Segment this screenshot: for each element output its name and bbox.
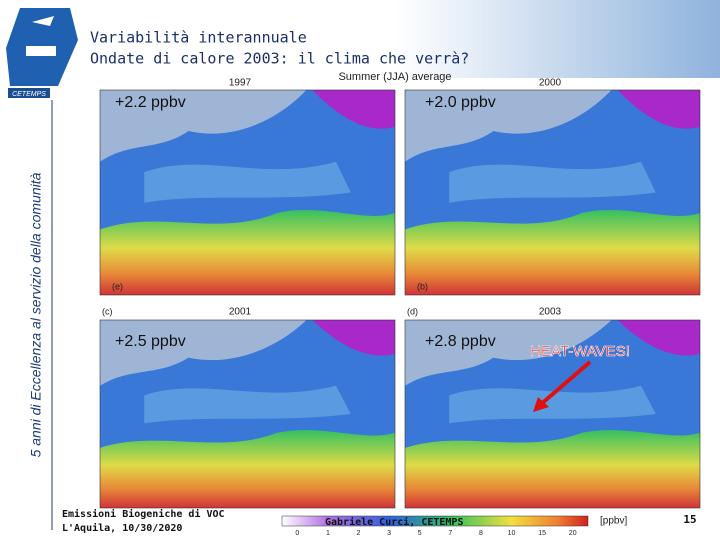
footer-event: Emissioni Biogeniche di VOC [62,508,225,520]
panel-year: 1997 [229,78,252,89]
colorbar-tick-label: 1 [326,530,330,537]
panel-delta: +2.2 ppbv [115,94,186,111]
map-panel: (d) 2003 +2.8 ppbv [404,306,701,509]
side-text: 5 anni di Eccellenza al servizio della c… [28,172,44,457]
panel-letter: (c) [102,306,113,316]
heat-waves-label: HEAT-WAVES! [530,343,630,360]
colorbar [281,515,589,527]
map-land-north [100,320,307,386]
map-land-north [100,90,307,162]
colorbar-tick-label: 7 [448,530,452,537]
arrow-shaft [538,360,592,407]
map-panel: (b) 2000 +2.0 ppbv [404,78,701,296]
colorbar-tick-label: 10 [508,530,516,537]
panel-delta: +2.8 ppbv [425,333,496,350]
map-highlands [144,161,351,203]
colorbar-tick-label: 2 [357,530,361,537]
footer-date: L'Aquila, 10/30/2020 [62,522,182,534]
colorbar-tick-label: 8 [479,530,483,537]
logo: CETEMPS [6,8,78,98]
map-mediterranean [100,430,395,508]
map-magenta [617,320,700,356]
map-magenta [312,320,395,356]
colorbar-tick-label: 5 [418,530,422,537]
map-frame [99,89,396,296]
maps: (e) 1997 +2.2 ppbv (b) 2000 +2.0 ppbv (c) 2001 +… [99,78,701,509]
colorbar-unit: [ppbv] [600,516,627,527]
map-land-north [405,320,612,386]
panel-year: 2003 [539,307,562,318]
footer-author: Gabriele Curci, CETEMPS [325,516,463,528]
logo-text: CETEMPS [12,91,46,98]
panel-letter: (b) [417,281,428,291]
map-highlands [449,161,656,203]
header-band [0,0,720,78]
panel-letter: (e) [112,281,123,291]
colorbar-tick-label: 0 [295,530,299,537]
map-panel: (e) 1997 +2.2 ppbv [99,78,396,296]
map-land-north [405,90,612,162]
figure-caption: Summer (JJA) average [338,71,451,83]
map-frame [404,89,701,296]
colorbar-tick-label: 15 [538,530,546,537]
panel-delta: +2.5 ppbv [115,333,186,350]
panel-year: 2000 [539,78,562,89]
map-mediterranean [405,430,700,508]
page-number: 15 [683,513,696,526]
arrow-head [533,397,549,412]
title-line: Ondate di calore 2003: il clima che verr… [90,50,469,68]
map-mediterranean [100,210,395,295]
map-magenta [312,90,395,129]
title-line: Variabilità interannuale [90,29,307,47]
colorbar-tick-label: 3 [387,530,391,537]
panel-delta: +2.0 ppbv [425,94,496,111]
map-highlands [449,385,656,424]
panel-year: 2001 [229,307,252,318]
panel-letter: (d) [407,306,418,316]
map-magenta [617,90,700,129]
colorbar-ticks: 0 1 2 3 5 7 8 10 15 20 [295,530,576,537]
annotation: HEAT-WAVES! [530,343,630,412]
map-mediterranean [405,210,700,295]
map-highlands [144,385,351,424]
map-panel: (c) 2001 +2.5 ppbv [99,306,396,509]
map-frame [99,319,396,509]
map-frame [404,319,701,509]
colorbar-tick-label: 20 [569,530,577,537]
